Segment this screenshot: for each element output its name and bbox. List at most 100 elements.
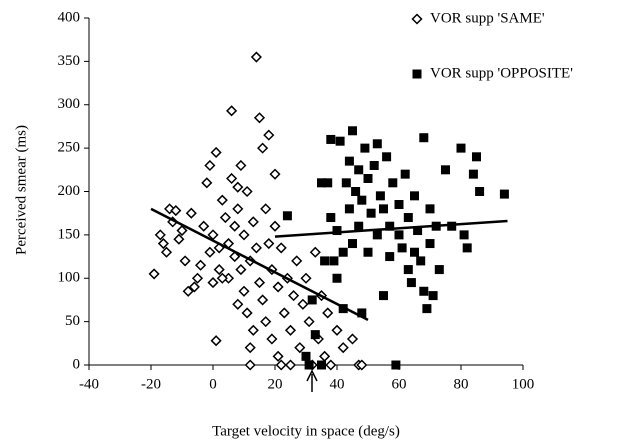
point: [388, 178, 398, 188]
point: [309, 246, 321, 258]
point: [348, 126, 357, 136]
point: [319, 350, 331, 362]
point: [307, 295, 317, 305]
point: [191, 272, 204, 284]
point: [263, 129, 275, 141]
point: [379, 204, 388, 214]
point: [272, 350, 284, 362]
point: [260, 316, 272, 328]
point: [288, 290, 300, 302]
point: [357, 308, 367, 318]
point: [499, 189, 509, 199]
point: [360, 143, 370, 153]
point: [382, 152, 392, 162]
point: [410, 247, 419, 257]
y-tick-label: 200: [58, 183, 81, 199]
point: [226, 172, 238, 185]
point: [229, 220, 241, 232]
point: [363, 173, 373, 183]
point: [216, 194, 228, 206]
x-tick-label: 40: [330, 376, 345, 392]
point: [475, 187, 485, 196]
point: [331, 324, 343, 336]
point: [456, 143, 466, 153]
point: [326, 134, 336, 144]
point: [300, 272, 312, 284]
x-tick-label: 60: [392, 376, 407, 392]
point: [247, 216, 259, 228]
x-tick-label: -20: [141, 376, 161, 392]
point: [226, 105, 238, 117]
point: [385, 221, 395, 231]
point: [213, 264, 225, 276]
point: [441, 165, 450, 175]
point: [210, 146, 222, 159]
point: [338, 247, 348, 257]
point: [356, 359, 368, 371]
point: [278, 307, 290, 319]
y-tick-label: 250: [58, 140, 81, 156]
y-tick-label: 150: [58, 226, 81, 242]
point: [397, 243, 407, 253]
point: [188, 281, 200, 293]
point: [468, 169, 478, 179]
x-tick-label: -40: [79, 376, 99, 392]
point: [154, 229, 166, 241]
point: [346, 333, 359, 345]
point: [403, 213, 413, 223]
point: [434, 265, 444, 275]
point: [272, 281, 284, 293]
point: [291, 255, 303, 267]
point: [297, 298, 309, 310]
y-tick-label: 50: [65, 313, 80, 329]
point: [266, 333, 278, 345]
point: [419, 133, 429, 143]
point: [235, 264, 247, 276]
point: [294, 342, 306, 354]
point: [472, 152, 481, 162]
point: [157, 237, 169, 250]
y-tick-label: 350: [58, 53, 81, 69]
x-tick-label: 80: [454, 376, 469, 392]
x-axis-label: Target velocity in space (deg/s): [212, 423, 400, 439]
legend-marker: [411, 13, 423, 25]
point: [148, 268, 160, 280]
point: [244, 342, 256, 354]
point: [260, 203, 272, 215]
point: [247, 324, 259, 336]
point: [366, 208, 376, 218]
point: [195, 259, 207, 271]
point: [250, 242, 262, 254]
point: [372, 139, 382, 149]
point: [322, 307, 334, 319]
point: [160, 246, 173, 258]
point: [326, 213, 336, 223]
point: [375, 191, 385, 201]
trend-line: [274, 219, 508, 238]
point: [232, 203, 244, 215]
point: [173, 233, 185, 245]
point: [320, 256, 330, 266]
point: [253, 112, 266, 124]
point: [329, 256, 339, 266]
point: [363, 247, 373, 257]
point: [310, 330, 320, 340]
point: [332, 273, 342, 283]
point: [170, 205, 182, 217]
point: [238, 285, 250, 297]
point: [335, 136, 345, 146]
point: [341, 178, 351, 188]
point: [257, 142, 269, 154]
x-tick-label: 0: [209, 376, 217, 392]
point: [269, 220, 281, 232]
point: [394, 230, 404, 240]
point: [284, 359, 297, 371]
point: [207, 277, 219, 289]
y-axis-label: Perceived smear (ms): [13, 125, 29, 255]
point: [303, 316, 315, 328]
point: [447, 221, 457, 231]
point: [379, 291, 388, 301]
point: [422, 304, 432, 314]
point: [406, 278, 416, 288]
